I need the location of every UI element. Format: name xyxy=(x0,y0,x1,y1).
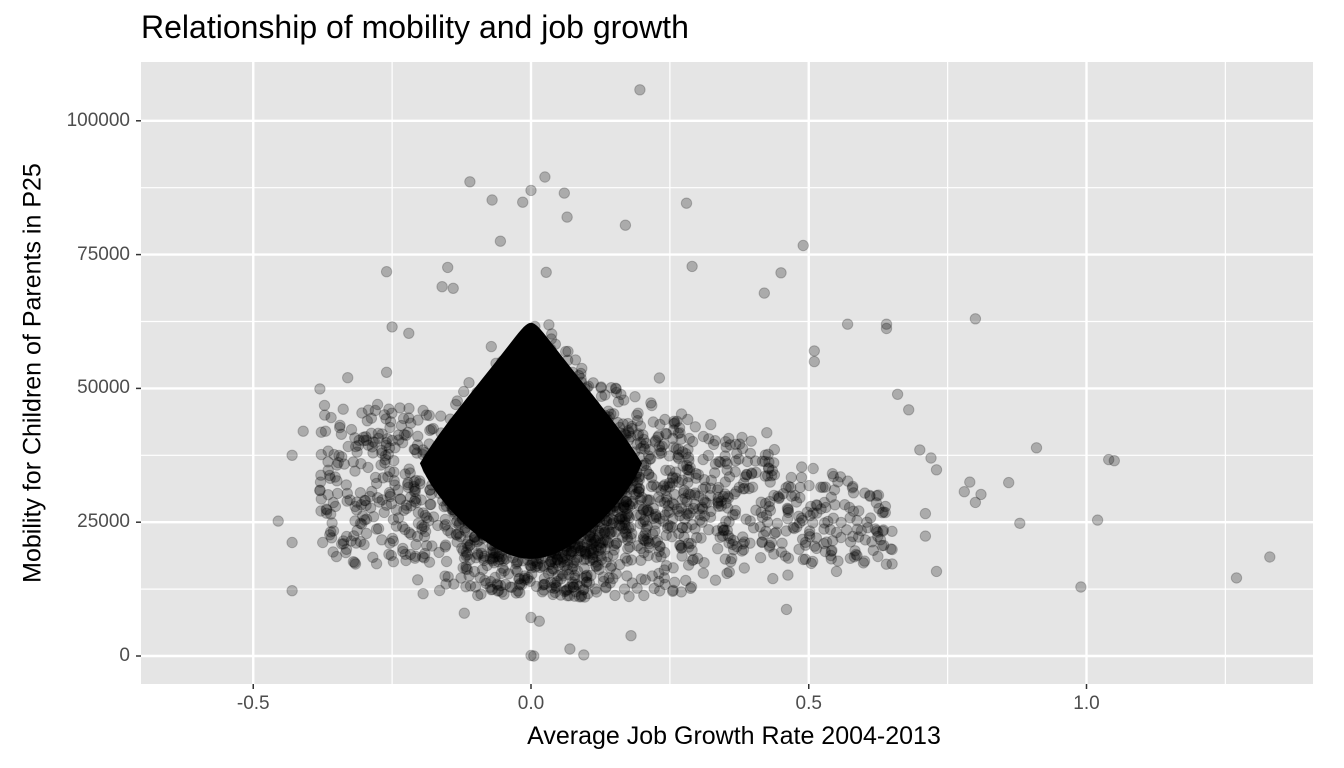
y-axis-label: Mobility for Children of Parents in P25 xyxy=(18,163,47,583)
y-tick-label: 50000 xyxy=(77,377,130,399)
data-point xyxy=(1103,453,1115,466)
x-tick-label: 1.0 xyxy=(1073,693,1100,714)
data-point xyxy=(533,615,545,627)
data-point xyxy=(286,536,298,549)
data-point xyxy=(886,543,898,556)
data-point xyxy=(780,603,793,616)
data-point xyxy=(486,194,498,206)
data-point xyxy=(808,355,820,368)
y-tick-label: 75000 xyxy=(77,243,130,265)
data-point xyxy=(914,444,926,456)
x-tick-label: 0.5 xyxy=(795,693,822,714)
data-point xyxy=(386,321,398,333)
data-point xyxy=(558,187,570,199)
data-point xyxy=(775,267,787,279)
data-point xyxy=(578,649,590,661)
data-point xyxy=(442,261,454,274)
data-point xyxy=(525,184,537,197)
data-point xyxy=(1014,517,1026,529)
data-point xyxy=(969,496,982,509)
data-point xyxy=(272,515,284,527)
dense-point-cluster xyxy=(314,266,898,603)
data-point xyxy=(1091,514,1104,526)
data-point xyxy=(447,282,459,294)
data-point xyxy=(841,318,854,330)
data-point xyxy=(891,388,904,400)
data-point xyxy=(1075,581,1087,593)
data-point xyxy=(564,643,576,655)
x-tick-label: -0.5 xyxy=(236,693,270,714)
data-point xyxy=(758,287,770,299)
data-point xyxy=(525,649,537,662)
data-point xyxy=(919,530,932,542)
data-point xyxy=(930,464,943,476)
data-point xyxy=(314,383,326,395)
data-point xyxy=(380,366,393,378)
x-axis-label: Average Job Growth Rate 2004-2013 xyxy=(527,722,941,750)
y-tick-label: 0 xyxy=(119,645,130,666)
data-point xyxy=(886,558,898,570)
data-point xyxy=(380,266,393,278)
data-point xyxy=(634,84,646,96)
data-point xyxy=(680,197,693,209)
data-point xyxy=(1003,476,1015,489)
data-point xyxy=(686,260,698,273)
y-tick-label: 25000 xyxy=(77,511,130,533)
data-point xyxy=(930,565,943,578)
data-point xyxy=(319,425,332,437)
data-point xyxy=(797,239,809,252)
minor-gridlines xyxy=(141,62,1313,684)
x-tick-label: 0.0 xyxy=(517,693,545,714)
data-point xyxy=(528,650,540,662)
data-point xyxy=(1030,442,1043,454)
data-point xyxy=(458,607,470,619)
data-point xyxy=(525,611,537,624)
data-point xyxy=(436,281,448,293)
data-point xyxy=(1230,572,1243,584)
data-point xyxy=(286,449,298,461)
data-point xyxy=(517,196,529,208)
data-point xyxy=(808,345,820,357)
data-point xyxy=(969,313,982,325)
data-point xyxy=(619,219,632,231)
data-point xyxy=(494,235,507,247)
data-point xyxy=(561,211,573,223)
data-point xyxy=(286,585,298,597)
data-point xyxy=(830,565,843,578)
data-point xyxy=(314,484,326,497)
data-point xyxy=(925,452,937,464)
chart-title: Relationship of mobility and job growth xyxy=(141,9,689,45)
data-point xyxy=(539,171,551,183)
data-point xyxy=(1264,551,1276,563)
data-point xyxy=(975,488,987,501)
data-point xyxy=(1108,455,1121,467)
data-point xyxy=(880,318,893,330)
data-point xyxy=(297,425,309,437)
data-point xyxy=(464,176,476,188)
data-point xyxy=(403,327,415,339)
data-point xyxy=(919,507,932,520)
data-point xyxy=(903,404,915,416)
plot-panel xyxy=(141,62,1313,684)
data-point xyxy=(964,476,976,488)
data-point xyxy=(958,486,970,498)
data-point xyxy=(880,322,893,335)
outlier-points xyxy=(272,84,1276,662)
data-point xyxy=(625,630,637,642)
data-point xyxy=(342,372,354,384)
y-tick-label: 100000 xyxy=(66,109,130,131)
axis-ticks xyxy=(136,120,1088,689)
